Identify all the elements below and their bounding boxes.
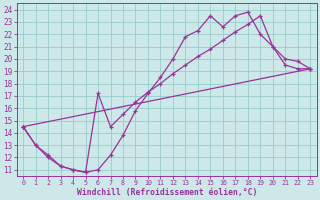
X-axis label: Windchill (Refroidissement éolien,°C): Windchill (Refroidissement éolien,°C) [76, 188, 257, 197]
